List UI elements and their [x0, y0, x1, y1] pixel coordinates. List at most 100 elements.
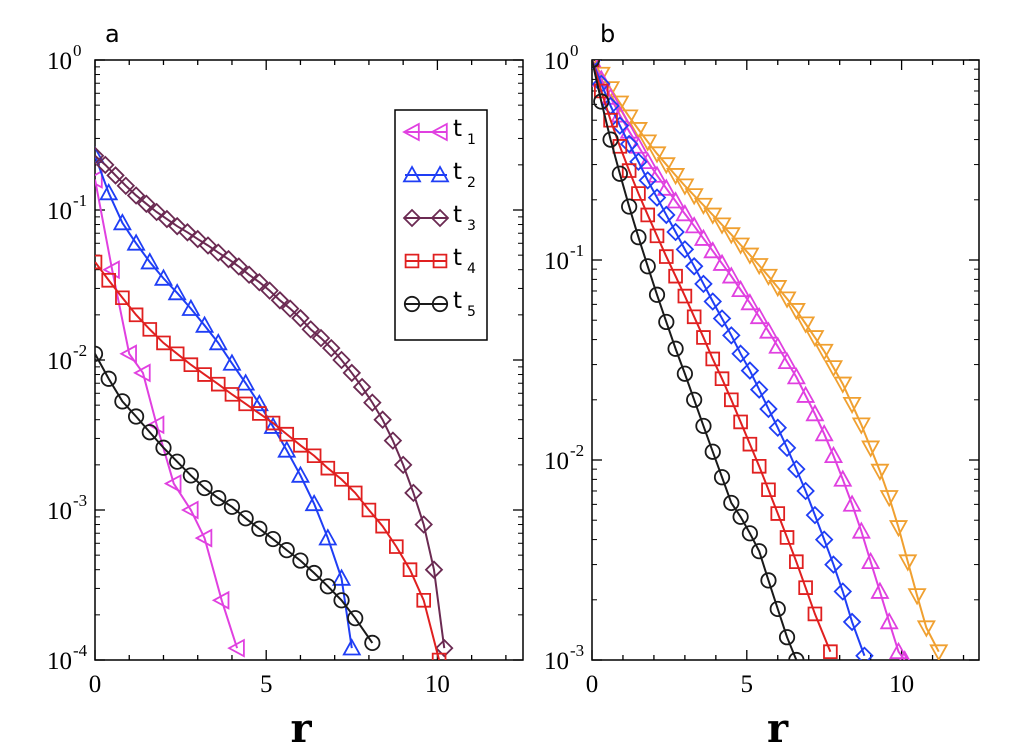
data-point [677, 288, 693, 304]
data-point [675, 204, 695, 222]
data-point [703, 241, 723, 259]
data-point [208, 333, 228, 351]
legend-marker [432, 253, 448, 269]
data-point [777, 438, 797, 458]
data-point [375, 518, 390, 534]
series-group [95, 145, 454, 660]
data-point [402, 562, 418, 577]
data-point [301, 320, 320, 339]
data-point [777, 351, 797, 370]
data-point [137, 194, 156, 214]
y-tick-label: 10 -2 [544, 441, 584, 475]
data-point [722, 326, 741, 345]
data-point [194, 528, 213, 548]
data-point [888, 641, 909, 660]
data-point [733, 414, 748, 430]
data-point [249, 394, 269, 412]
data-point [318, 528, 338, 546]
data-point [761, 482, 776, 498]
data-point [277, 440, 297, 458]
y-tick-exponent: -4 [73, 641, 88, 660]
data-point [749, 306, 769, 325]
data-point [182, 467, 199, 484]
data-point [198, 236, 218, 255]
y-tick-label: 10 0 [544, 41, 579, 75]
plot-frame [591, 59, 980, 661]
data-point [196, 479, 213, 497]
data-point [222, 353, 242, 371]
data-point [621, 163, 637, 178]
x-axis: 0 5 10 [89, 60, 507, 698]
data-point [638, 171, 658, 190]
data-point [814, 343, 834, 362]
data-point [291, 308, 310, 328]
data-point [592, 60, 600, 68]
x-tick-label: 0 [586, 671, 599, 698]
legend-marker [430, 208, 450, 228]
data-point [424, 560, 444, 579]
data-point [731, 344, 750, 363]
data-point [638, 151, 658, 170]
data-point [657, 205, 676, 225]
data-point [796, 481, 815, 501]
data-point [389, 539, 404, 554]
data-point [610, 116, 630, 135]
data-point [732, 508, 749, 525]
data-point [916, 620, 936, 638]
data-point [696, 330, 711, 345]
data-point [675, 178, 695, 196]
data-point [95, 145, 105, 164]
legend-subscript: 3 [467, 218, 476, 234]
series-magenta [592, 60, 911, 660]
data-point [631, 186, 646, 201]
y-tick-label: 10 -3 [47, 491, 87, 525]
data-point [760, 572, 777, 589]
legend-subscript: 1 [467, 132, 476, 148]
data-point [779, 530, 795, 545]
x-tick-label: 0 [89, 671, 102, 698]
data-point [842, 396, 862, 415]
data-point [705, 351, 721, 367]
data-point [787, 459, 806, 479]
data-point [724, 392, 739, 408]
series-line [592, 60, 798, 660]
data-point [126, 186, 146, 205]
data-point [649, 228, 665, 244]
data-point [140, 252, 160, 270]
data-point [712, 253, 732, 271]
data-point [195, 315, 215, 333]
series-line [95, 261, 441, 660]
data-point [798, 580, 813, 595]
data-point [237, 510, 254, 527]
data-point [227, 638, 245, 658]
data-point [127, 408, 145, 425]
data-point [899, 650, 911, 660]
data-point [114, 393, 131, 410]
data-point [621, 198, 638, 215]
data-point [721, 266, 741, 284]
series-line [592, 60, 906, 660]
series-line [95, 154, 446, 649]
data-point [768, 280, 788, 298]
y-tick-exponent: 0 [73, 41, 82, 60]
data-point [95, 146, 105, 166]
data-point [666, 222, 685, 242]
data-point [128, 307, 144, 323]
data-point [704, 443, 721, 460]
y-tick-label: 10 -4 [47, 641, 88, 675]
data-point [851, 521, 871, 539]
data-point [611, 165, 628, 182]
series-t2 [95, 145, 362, 656]
data-point [640, 207, 656, 223]
data-point [778, 629, 796, 646]
data-point [434, 638, 454, 658]
data-point [619, 121, 639, 139]
legend-label: t [453, 202, 462, 228]
data-point [823, 644, 838, 660]
y-tick-base: 10 [544, 448, 569, 475]
data-point [686, 309, 702, 325]
data-point [647, 165, 667, 183]
